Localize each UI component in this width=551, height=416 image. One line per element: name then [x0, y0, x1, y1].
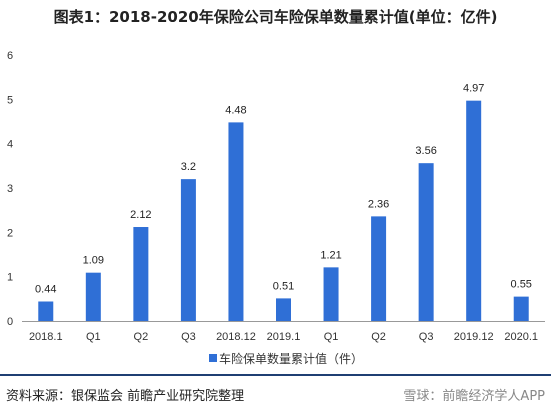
legend-label: 车险保单数量累计值（件）	[219, 351, 363, 366]
y-axis-ticks: 0 1 2 3 4 5 6	[7, 50, 13, 328]
x-tick-label: Q3	[181, 331, 196, 343]
legend-swatch	[209, 354, 217, 362]
data-label: 4.48	[225, 104, 246, 116]
bar	[85, 272, 101, 321]
data-label: 4.97	[463, 83, 484, 95]
bar	[38, 301, 54, 321]
x-tick-label: 2019.12	[454, 331, 494, 343]
bar	[418, 163, 434, 321]
bars	[38, 100, 529, 322]
data-label: 2.36	[368, 198, 389, 210]
data-label: 1.21	[320, 249, 341, 261]
y-tick-label: 6	[7, 50, 13, 62]
y-tick-label: 1	[7, 272, 13, 284]
bar-chart: 0 1 2 3 4 5 6 0.44 1.09 2.12 3.2 4.48 0.51 1.21 2.36 3…	[7, 50, 545, 366]
bar	[276, 298, 291, 321]
data-label: 1.09	[83, 255, 104, 267]
y-tick-label: 3	[7, 183, 13, 195]
x-axis-ticks: 2018.1 Q1 Q2 Q3 2018.12 2019.1 Q1 Q2 Q3 2019.12 20…	[29, 331, 538, 343]
bar	[466, 100, 482, 321]
y-tick-label: 0	[7, 316, 13, 328]
chart-title: 图表1：2018-2020年保险公司车险保单数量累计值(单位：亿件)	[53, 8, 498, 26]
data-label: 0.55	[511, 279, 532, 291]
x-tick-label: Q2	[134, 331, 149, 343]
x-tick-label: 2018.1	[29, 331, 63, 343]
x-tick-label: Q1	[324, 331, 339, 343]
x-tick-label: 2018.12	[216, 331, 256, 343]
legend: 车险保单数量累计值（件）	[209, 351, 363, 366]
bar	[180, 179, 196, 321]
data-label: 2.12	[130, 209, 151, 221]
divider	[0, 374, 551, 376]
x-tick-label: Q2	[371, 331, 386, 343]
data-label: 3.2	[181, 161, 196, 173]
data-label: 0.44	[35, 283, 56, 295]
y-tick-label: 5	[7, 94, 13, 106]
credit-note: 雪球：前瞻经济学人APP	[403, 389, 545, 404]
x-tick-label: Q3	[419, 331, 434, 343]
bar	[371, 216, 387, 321]
bar	[323, 267, 339, 321]
bar	[133, 227, 149, 321]
bar	[228, 122, 244, 322]
y-tick-label: 2	[7, 227, 13, 239]
data-label: 0.51	[273, 280, 294, 292]
x-tick-label: 2019.1	[267, 331, 301, 343]
bar	[513, 296, 529, 321]
data-label: 3.56	[415, 145, 436, 157]
data-labels: 0.44 1.09 2.12 3.2 4.48 0.51 1.21 2.36 3.56 4.97 0…	[35, 83, 532, 296]
y-tick-label: 4	[7, 139, 13, 151]
x-tick-label: 2020.1	[504, 331, 538, 343]
source-note: 资料来源：银保监会 前瞻产业研究院整理	[6, 389, 245, 404]
x-tick-label: Q1	[86, 331, 101, 343]
